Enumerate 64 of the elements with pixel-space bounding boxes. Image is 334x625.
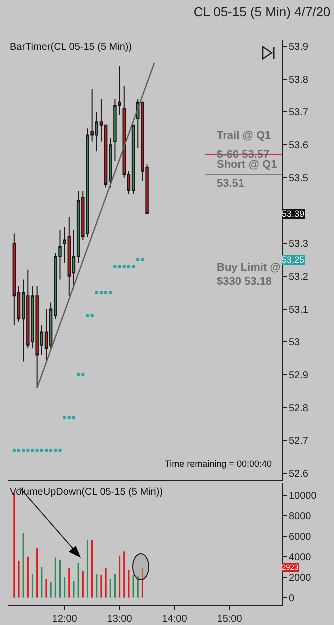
y-tick-label: 52.6 [289,468,309,480]
candlestick [12,233,16,326]
y-tick-label: 53.1 [289,304,309,316]
point [22,448,26,452]
point [122,265,126,268]
annotation: Short @ Q1 [217,159,278,171]
point [141,258,144,262]
point [118,265,122,268]
y-tick-label: 53.3 [289,239,309,250]
y-tick-label: 53.9 [289,42,309,54]
annotation: 53.51 [217,178,245,190]
point [12,448,16,452]
point [86,314,90,318]
annotation: $330 53.18 [217,276,272,288]
point [54,448,58,452]
y-tick-label: 53.2 [289,272,309,283]
y-tick-label: 52.9 [289,370,309,382]
y-tick-label: 53.8 [289,74,309,86]
point [63,416,66,420]
x-tick-label: 14:00 [162,614,188,625]
y-tick-label: 4000 [289,552,312,564]
annotation: 53.39 [282,209,305,219]
y-tick-label: 52.8 [289,403,309,414]
point [68,416,71,420]
chart-subtitle: BarTimer(CL 05-15 (5 Min)) [10,42,132,53]
y-tick-label: 0 [289,593,295,604]
point [77,373,80,376]
point [44,448,48,452]
y-tick-label: 53.7 [289,108,309,119]
y-tick-label: 2000 [289,572,312,584]
point [95,291,98,294]
point [82,373,85,376]
point [136,258,140,262]
point [100,291,103,294]
point [40,448,44,452]
point [36,448,39,452]
annotation: Buy Limit @ [217,262,282,274]
y-tick-label: 6000 [289,532,312,543]
y-tick-label: 53.6 [289,140,309,152]
x-tick-label: 12:00 [52,614,78,625]
x-tick-label: 15:00 [217,614,243,625]
candlestick [132,124,136,195]
annotation: Time remaining = 00:00:40 [165,459,272,469]
y-tick-label: 53.5 [289,173,309,184]
annotation: 53.25 [282,255,305,265]
point [50,448,53,452]
point [109,291,112,294]
point [31,448,34,452]
point [104,291,108,294]
point [90,314,94,318]
point [72,416,76,420]
point [114,265,117,268]
point [26,448,30,452]
point [58,448,62,452]
y-tick-label: 10000 [289,490,318,502]
y-tick-label: 52.7 [289,436,309,448]
chart-title: CL 05-15 (5 Min) 4/7/20 [194,4,331,20]
point [132,265,136,268]
point [18,448,20,452]
annotation: Trail @ Q1 [217,130,272,142]
point [127,265,130,268]
y-tick-label: 8000 [289,511,312,522]
y-tick-label: 53 [289,338,301,349]
x-tick-label: 13:00 [107,614,133,625]
